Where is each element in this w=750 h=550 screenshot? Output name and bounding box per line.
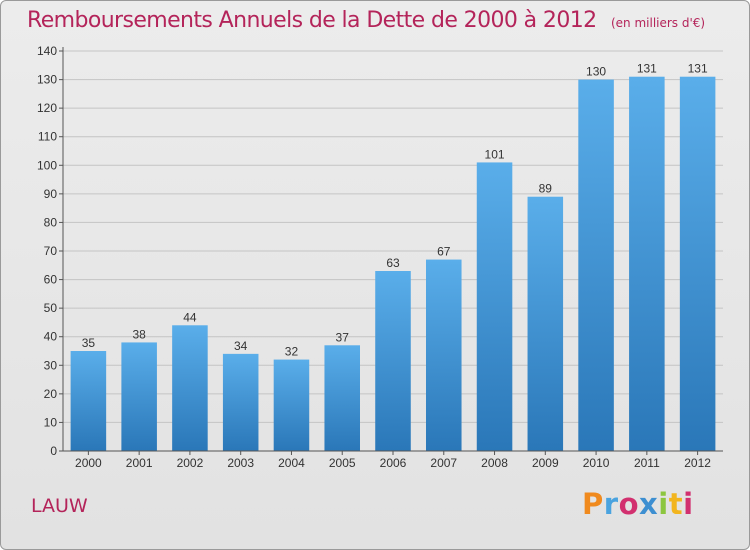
bar: [273, 359, 310, 451]
y-tick-label: 140: [37, 44, 57, 58]
x-tick-label: 2009: [532, 456, 559, 470]
y-tick-label: 20: [44, 387, 58, 401]
data-label: 38: [132, 327, 146, 341]
x-tick-label: 2004: [278, 456, 305, 470]
chart-subtitle: (en milliers d'€): [610, 16, 706, 30]
data-label: 37: [336, 330, 350, 344]
logo-letter: t: [668, 487, 684, 521]
chart-title-row: Remboursements Annuels de la Dette de 20…: [27, 8, 705, 33]
data-label: 130: [586, 65, 606, 79]
y-tick-label: 30: [44, 358, 58, 372]
y-tick-label: 130: [37, 73, 57, 87]
y-tick-label: 10: [44, 415, 58, 429]
bar: [121, 342, 157, 451]
x-tick-label: 2011: [634, 456, 660, 470]
x-tick-label: 2001: [126, 456, 153, 470]
data-label: 101: [485, 147, 505, 161]
y-tick-label: 110: [38, 130, 57, 144]
data-label: 32: [285, 345, 299, 359]
data-label: 44: [183, 310, 197, 324]
data-label: 131: [688, 62, 708, 76]
logo-letter: P: [582, 487, 604, 521]
x-tick-label: 2005: [329, 456, 356, 470]
bar: [629, 76, 665, 451]
bar: [70, 351, 107, 451]
bar: [426, 259, 462, 451]
y-tick-label: 80: [44, 215, 58, 229]
bar: [222, 353, 259, 451]
proxiti-logo: Proxiti: [582, 487, 694, 521]
x-tick-label: 2002: [177, 456, 204, 470]
data-label: 34: [234, 339, 248, 353]
y-tick-label: 0: [50, 444, 57, 458]
bar: [172, 325, 208, 451]
logo-letter: o: [618, 487, 640, 521]
y-tick-label: 60: [44, 273, 58, 287]
y-tick-label: 90: [44, 187, 58, 201]
y-tick-label: 70: [44, 244, 58, 258]
x-tick-label: 2006: [380, 456, 407, 470]
bar: [679, 76, 716, 451]
x-tick-label: 2012: [684, 456, 711, 470]
y-tick-label: 120: [37, 101, 57, 115]
logo-letter: x: [639, 487, 659, 521]
logo-letter: r: [603, 487, 619, 521]
data-label: 35: [82, 336, 96, 350]
chart-title: Remboursements Annuels de la Dette de 20…: [27, 8, 597, 33]
bar-layer: 35 38 44 34 32 37 63 67 101 89 130 131 131: [70, 62, 716, 452]
data-label: 63: [386, 256, 400, 270]
bar: [324, 345, 360, 451]
bar: [375, 271, 411, 451]
data-label: 67: [437, 245, 451, 259]
x-tick-label: 2008: [481, 456, 508, 470]
logo-letter: i: [658, 487, 669, 521]
axis-layer: 0 10 20 30 40 50 60 70 80 90 100 110 120 130 140 2000 20…: [37, 44, 723, 470]
y-tick-label: 50: [44, 301, 58, 315]
x-tick-label: 2000: [75, 456, 102, 470]
bar: [527, 196, 564, 451]
data-label: 89: [539, 182, 553, 196]
y-tick-label: 100: [37, 158, 57, 172]
bar: [578, 79, 614, 452]
x-tick-label: 2003: [227, 456, 254, 470]
commune-name: LAUW: [31, 495, 88, 517]
y-tick-label: 40: [44, 330, 58, 344]
x-tick-label: 2010: [583, 456, 610, 470]
x-tick-label: 2007: [430, 456, 457, 470]
logo-letter: i: [683, 487, 694, 521]
bar: [476, 162, 513, 451]
data-label: 131: [637, 62, 657, 76]
